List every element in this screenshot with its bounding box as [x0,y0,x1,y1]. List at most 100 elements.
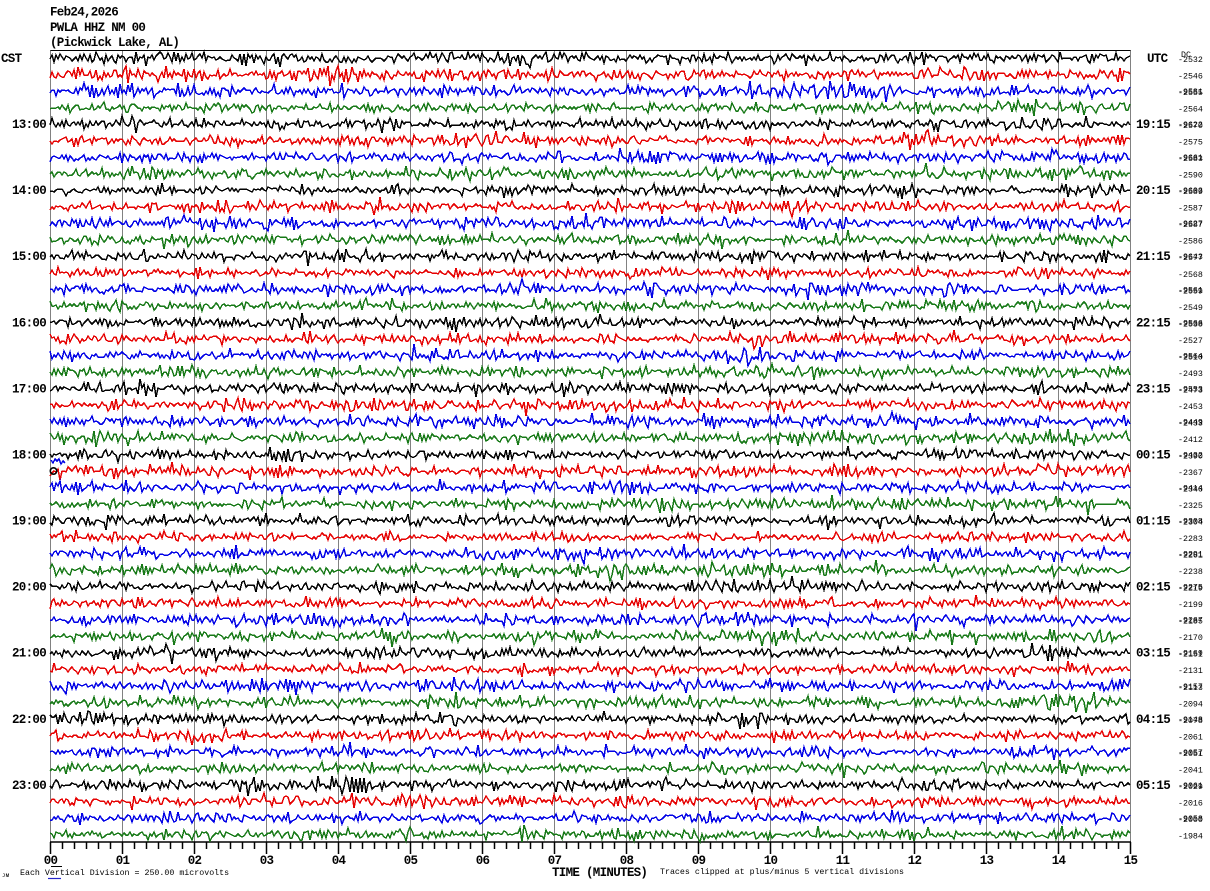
svg-text:-9622: -9622 [1178,121,1203,130]
svg-text:10: 10 [764,854,778,868]
svg-text:-2185: -2185 [1178,618,1203,627]
svg-text:-2577: -2577 [1178,254,1203,263]
svg-text:Traces clipped at plus/minus 5: Traces clipped at plus/minus 5 vertical … [660,867,904,877]
svg-text:20:00: 20:00 [12,581,46,595]
svg-text:-2546: -2546 [1178,73,1203,82]
svg-text:-9057: -9057 [1178,749,1203,758]
svg-text:-9291: -9291 [1178,551,1203,560]
svg-text:17:00: 17:00 [12,382,46,396]
svg-text:07: 07 [548,854,562,868]
svg-text:13: 13 [980,854,994,868]
svg-text:02: 02 [188,854,202,868]
svg-text:15: 15 [1124,854,1138,868]
svg-text:-9432: -9432 [1178,451,1203,460]
svg-text:08: 08 [620,854,634,868]
svg-text:-9643: -9643 [1178,253,1203,262]
svg-text:-2113: -2113 [1178,684,1203,693]
svg-text:UTC: UTC [1147,52,1169,66]
svg-text:-2094: -2094 [1178,700,1203,709]
svg-text:-9308: -9308 [1178,518,1203,527]
svg-text:21:15: 21:15 [1136,250,1170,264]
svg-text:-2238: -2238 [1178,568,1203,577]
svg-text:22:00: 22:00 [12,713,46,727]
svg-text:-2061: -2061 [1178,733,1203,742]
svg-text:15:00: 15:00 [12,250,46,264]
svg-text:CST: CST [1,52,23,66]
svg-text:-2412: -2412 [1178,436,1203,445]
svg-text:13:00: 13:00 [12,118,46,132]
svg-text:03:15: 03:15 [1136,647,1170,661]
svg-text:-2587: -2587 [1178,221,1203,230]
svg-text:-2453: -2453 [1178,403,1203,412]
svg-text:14:00: 14:00 [12,184,46,198]
svg-text:-2346: -2346 [1178,486,1203,495]
svg-text:23:00: 23:00 [12,779,46,793]
svg-text:18:00: 18:00 [12,448,46,462]
svg-text:05: 05 [404,854,418,868]
svg-text:05:15: 05:15 [1136,779,1170,793]
svg-text:(Pickwick Lake, AL): (Pickwick Lake, AL) [50,36,179,50]
svg-text:-2583: -2583 [1178,155,1203,164]
svg-text:-2219: -2219 [1178,585,1203,594]
svg-text:-2568: -2568 [1178,271,1203,280]
svg-text:16:00: 16:00 [12,316,46,330]
svg-text:-2510: -2510 [1178,353,1203,362]
svg-text:-2570: -2570 [1178,122,1203,131]
svg-text:-2283: -2283 [1178,535,1203,544]
svg-text:-2538: -2538 [1178,320,1203,329]
svg-text:-9267: -9267 [1178,617,1203,626]
svg-text:-2527: -2527 [1178,337,1203,346]
svg-text:-1984: -1984 [1178,832,1203,841]
svg-text:-2304: -2304 [1178,519,1203,528]
svg-text:-9058: -9058 [1178,815,1203,824]
svg-text:-2029: -2029 [1178,783,1203,792]
svg-text:-2261: -2261 [1178,552,1203,561]
svg-text:-2532: -2532 [1178,56,1203,65]
svg-text:00:15: 00:15 [1136,448,1170,462]
svg-text:-9148: -9148 [1178,716,1203,725]
svg-text:-9627: -9627 [1178,220,1203,229]
svg-text:-9449: -9449 [1178,418,1203,427]
svg-text:04: 04 [332,854,347,868]
svg-text:-2199: -2199 [1178,601,1203,610]
svg-text:-9157: -9157 [1178,683,1203,692]
svg-text:DC: DC [1181,51,1191,60]
svg-text:-2051: -2051 [1178,750,1203,759]
svg-text:19:15: 19:15 [1136,118,1170,132]
svg-text:-2151: -2151 [1178,651,1203,660]
svg-text:-2433: -2433 [1178,419,1203,428]
svg-text:-2016: -2016 [1178,799,1203,808]
svg-text:-2325: -2325 [1178,502,1203,511]
svg-text:22:15: 22:15 [1136,316,1170,330]
svg-text:-9275: -9275 [1178,584,1203,593]
svg-text:-9661: -9661 [1178,154,1203,163]
svg-text:02:15: 02:15 [1136,581,1170,595]
svg-text:00: 00 [44,854,58,868]
svg-text:-2390: -2390 [1178,452,1203,461]
svg-text:Feb24,2026: Feb24,2026 [50,6,118,20]
svg-text:-2559: -2559 [1178,287,1203,296]
svg-text:-2589: -2589 [1178,188,1203,197]
svg-text:-9061: -9061 [1178,782,1203,791]
svg-text:-2131: -2131 [1178,667,1203,676]
svg-text:-9169: -9169 [1178,650,1203,659]
svg-text:-9561: -9561 [1178,286,1203,295]
svg-text:-2590: -2590 [1178,172,1203,181]
svg-text:TIME (MINUTES): TIME (MINUTES) [552,866,647,880]
svg-text:-2555: -2555 [1178,89,1203,98]
svg-text:-2564: -2564 [1178,106,1203,115]
svg-text:14: 14 [1052,854,1067,868]
svg-text:-2587: -2587 [1178,205,1203,214]
svg-text:04:15: 04:15 [1136,713,1170,727]
svg-text:01: 01 [116,854,130,868]
svg-text:11: 11 [836,854,850,868]
svg-text:-9603: -9603 [1178,187,1203,196]
svg-text:09: 09 [692,854,706,868]
svg-text:-9581: -9581 [1178,88,1203,97]
svg-text:Each Vertical Division = 250.: Each Vertical Division = 250.00 microvol… [20,868,229,878]
svg-text:19:00: 19:00 [12,515,46,529]
svg-text:PWLA HHZ NM 00: PWLA HHZ NM 00 [50,21,145,35]
svg-text:-9414: -9414 [1178,485,1203,494]
svg-text:03: 03 [260,854,274,868]
svg-text:-2473: -2473 [1178,386,1203,395]
